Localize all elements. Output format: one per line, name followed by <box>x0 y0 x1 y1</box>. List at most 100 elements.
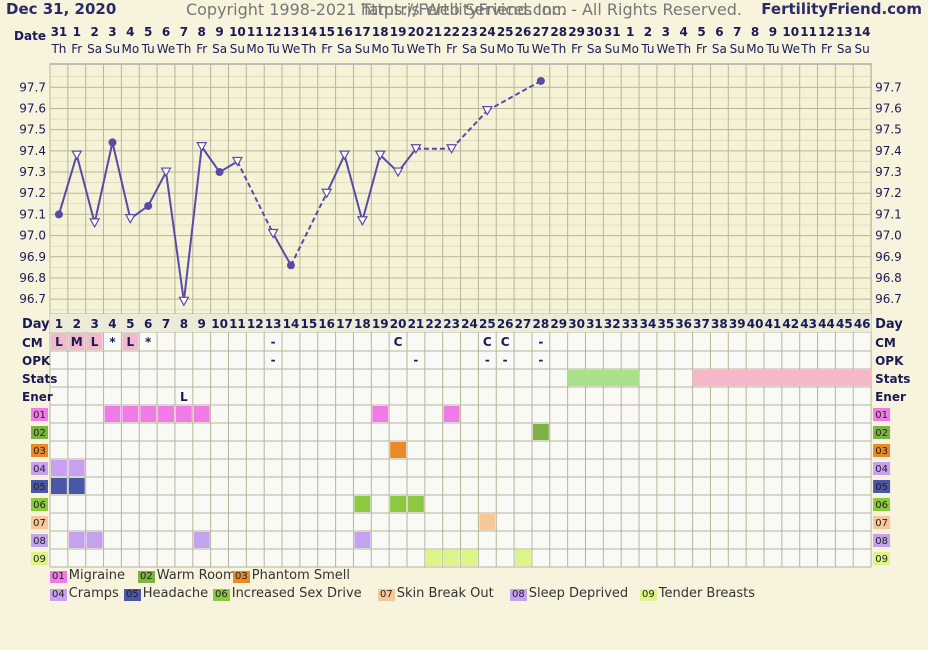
symptom-code-chip <box>31 552 48 565</box>
legend-item: 03 Phantom Smell <box>233 568 350 583</box>
date-label: 12 <box>265 25 282 39</box>
day-row-band <box>50 314 872 332</box>
date-label: 6 <box>162 25 170 39</box>
symptom-code-right: 09 <box>875 554 888 565</box>
cm-value: C <box>501 335 510 349</box>
temperature-point <box>374 150 386 161</box>
footer-copyright: Copyright 1998-2021 Tamtris Web Services… <box>185 0 743 19</box>
day-number: 10 <box>211 317 228 331</box>
symptom-code-chip-right <box>873 480 891 493</box>
weekday-label: Su <box>730 42 745 56</box>
legend-code: 06 <box>213 589 230 601</box>
temperature-point <box>71 150 83 161</box>
day-number: 26 <box>497 317 514 331</box>
temperature-point <box>231 156 243 167</box>
symptom-code-right: 01 <box>875 410 888 421</box>
temperature-point <box>215 168 224 177</box>
symptom-code: 02 <box>33 428 46 439</box>
legend-code: 01 <box>50 571 67 583</box>
date-label: 31 <box>51 25 68 39</box>
symptom-cell <box>443 550 460 566</box>
row-label-day: Day <box>22 317 50 332</box>
legend-code: 05 <box>124 589 141 601</box>
weekday-label: Th <box>800 42 816 56</box>
weekday-label: Tu <box>640 42 654 56</box>
weekday-label: We <box>407 42 426 56</box>
symptom-code-right: 05 <box>875 482 888 493</box>
symptom-code-chip <box>31 426 48 439</box>
date-label: 25 <box>497 25 514 39</box>
y-tick-label: 96.7 <box>19 292 46 306</box>
symptom-code: 09 <box>33 554 46 565</box>
date-label: 4 <box>126 25 134 39</box>
cm-value: L <box>91 335 99 349</box>
row-label-ener: Ener <box>22 390 53 404</box>
day-number: 15 <box>300 317 317 331</box>
y-tick-label-right: 96.9 <box>875 250 902 264</box>
symptom-code-chip <box>31 444 48 457</box>
date-label: 19 <box>390 25 407 39</box>
weekday-label: We <box>282 42 301 56</box>
weekday-label: Fr <box>821 42 832 56</box>
day-number: 44 <box>818 317 835 331</box>
temperature-point <box>89 218 101 229</box>
symptom-cell <box>193 406 210 422</box>
legend-item: 04 Cramps <box>50 586 119 601</box>
date-label: 14 <box>300 25 317 39</box>
weekday-label: Su <box>605 42 620 56</box>
symptom-cell <box>443 406 460 422</box>
cm-value: * <box>109 335 116 349</box>
date-label: 2 <box>90 25 98 39</box>
weekday-label: Th <box>300 42 316 56</box>
day-number: 20 <box>390 317 407 331</box>
date-label: 17 <box>354 25 371 39</box>
date-label: 20 <box>408 25 425 39</box>
cm-highlight <box>68 333 85 350</box>
y-tick-label: 97.0 <box>19 229 46 243</box>
date-label: 7 <box>733 25 741 39</box>
temperature-line-segment <box>361 154 382 222</box>
day-number: 8 <box>180 317 188 331</box>
symptom-code: 04 <box>33 464 46 475</box>
weekday-label: Sa <box>587 42 602 56</box>
cm-value: - <box>271 335 276 349</box>
symptom-code-chip-right <box>873 534 891 547</box>
temperature-point <box>392 167 404 178</box>
temperature-line-segment <box>111 142 132 219</box>
day-number: 37 <box>693 317 710 331</box>
weekday-label: Su <box>855 42 870 56</box>
weekday-label: Fr <box>571 42 582 56</box>
date-label: 30 <box>586 25 603 39</box>
date-label: 6 <box>715 25 723 39</box>
legend-label: Sleep Deprived <box>528 586 629 601</box>
symptom-cell <box>68 532 85 548</box>
symptom-code-chip <box>31 498 48 511</box>
temperature-line-segment <box>236 161 275 234</box>
date-label: 18 <box>372 25 389 39</box>
day-number: 13 <box>265 317 282 331</box>
date-label: 22 <box>443 25 460 39</box>
day-number: 42 <box>782 317 799 331</box>
legend-item: 08 Sleep Deprived <box>510 586 628 601</box>
date-label: 28 <box>550 25 567 39</box>
temperature-point <box>410 144 422 154</box>
weekday-label: Sa <box>712 42 727 56</box>
y-tick-label: 97.3 <box>19 165 46 179</box>
day-number: 46 <box>854 317 871 331</box>
weekday-label: Sa <box>337 42 352 56</box>
day-number: 21 <box>408 317 425 331</box>
stats-bar <box>692 370 872 386</box>
weekday-label: Mo <box>246 42 264 56</box>
symptom-cell <box>193 532 210 548</box>
cm-value: M <box>71 335 83 349</box>
fertility-chart: 31 1 2 3 4 5 6 7 8 9 10 11 12 13 14 15 16 17 18 19 20 21 22 23 2… <box>14 25 910 568</box>
y-tick-label-right: 96.8 <box>875 271 902 285</box>
temperature-point <box>267 228 279 239</box>
y-tick-label-right: 97.1 <box>875 207 902 221</box>
chart-date: Dec 31, 2020 <box>6 0 117 18</box>
symptom-code-chip-right <box>873 444 891 457</box>
date-label: 9 <box>215 25 223 39</box>
footer-url[interactable]: https://FertilityFriend.com <box>361 0 567 19</box>
row-label-right-stats: Stats <box>875 372 910 386</box>
symptom-cell <box>175 406 192 422</box>
